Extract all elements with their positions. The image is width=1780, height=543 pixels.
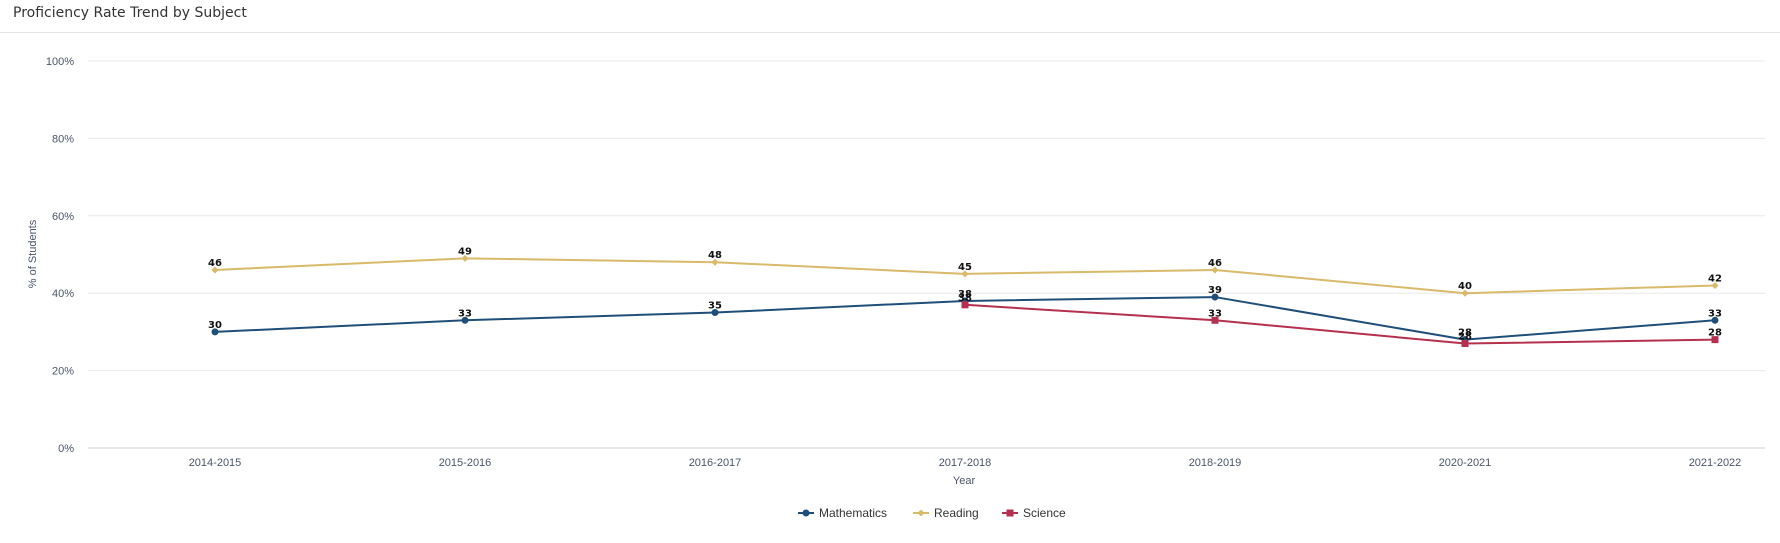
x-tick-label: 2017-2018	[939, 457, 992, 469]
mathematics-point	[711, 309, 719, 317]
x-tick-label: 2018-2019	[1189, 457, 1242, 469]
reading-data-label: 46	[1208, 258, 1222, 269]
x-tick-label: 2014-2015	[189, 457, 242, 469]
reading-point	[211, 266, 219, 274]
x-axis-title: Year	[953, 475, 976, 487]
x-tick-label: 2015-2016	[439, 457, 492, 469]
science-data-label: 28	[1708, 328, 1722, 339]
reading-point	[1711, 281, 1719, 289]
y-tick-label: 60%	[52, 211, 74, 223]
reading-point	[1211, 266, 1219, 274]
mathematics-point	[1711, 316, 1719, 324]
reading-data-label: 42	[1708, 273, 1722, 284]
x-tick-label: 2020-2021	[1439, 457, 1492, 469]
reading-legend-marker	[917, 509, 925, 517]
mathematics-data-label: 33	[458, 308, 472, 319]
reading-legend-label: Reading	[934, 506, 979, 520]
x-tick-label: 2016-2017	[689, 457, 742, 469]
reading-point	[961, 270, 969, 278]
mathematics-legend-marker	[802, 509, 810, 517]
mathematics-point	[461, 316, 469, 324]
mathematics-data-label: 35	[708, 301, 722, 312]
science-data-label: 38	[958, 293, 972, 304]
science-legend-label: Science	[1023, 506, 1066, 520]
science-point	[961, 301, 969, 309]
science-data-label: 28	[1458, 332, 1472, 343]
science-series-line	[964, 303, 1716, 345]
reading-data-label: 48	[708, 250, 722, 261]
mathematics-point	[1211, 293, 1219, 301]
science-point	[1211, 316, 1219, 324]
reading-point	[461, 254, 469, 262]
y-tick-label: 100%	[46, 56, 74, 68]
mathematics-legend-label: Mathematics	[819, 506, 887, 520]
reading-data-label: 46	[208, 258, 222, 269]
science-legend-marker	[1006, 509, 1014, 517]
science-data-label: 33	[1208, 308, 1222, 319]
science-point	[1461, 340, 1469, 348]
chart-title: Proficiency Rate Trend by Subject	[13, 5, 247, 21]
y-tick-label: 20%	[52, 366, 74, 378]
y-tick-label: 80%	[52, 133, 74, 145]
mathematics-point	[211, 328, 219, 336]
x-tick-label: 2021-2022	[1689, 457, 1742, 469]
mathematics-data-label: 28	[1458, 328, 1472, 339]
y-tick-label: 0%	[58, 443, 74, 455]
reading-point	[1461, 289, 1469, 297]
mathematics-data-label: 33	[1708, 308, 1722, 319]
reading-data-label: 45	[958, 262, 972, 273]
mathematics-data-label: 30	[208, 320, 222, 331]
y-axis-title: % of Students	[27, 219, 39, 288]
reading-point	[711, 258, 719, 266]
mathematics-data-label: 39	[1208, 285, 1222, 296]
mathematics-data-label: 38	[958, 289, 972, 300]
science-point	[1711, 336, 1719, 344]
y-tick-label: 40%	[52, 288, 74, 300]
reading-data-label: 40	[1458, 281, 1472, 292]
reading-data-label: 49	[458, 246, 472, 257]
chart-header: Proficiency Rate Trend by Subject	[0, 0, 1780, 33]
